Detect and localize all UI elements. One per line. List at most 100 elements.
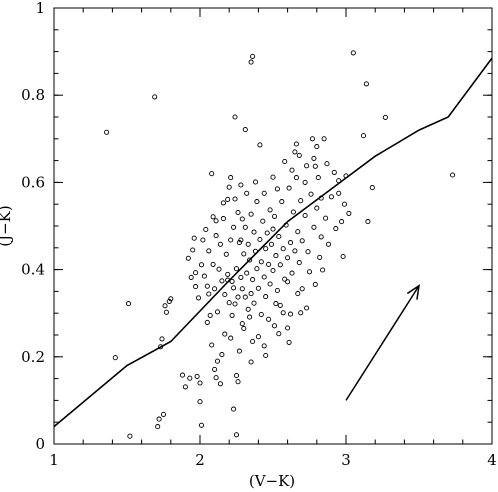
data-point <box>206 291 212 297</box>
data-point <box>238 237 244 243</box>
data-point <box>212 366 218 372</box>
data-point <box>225 271 231 277</box>
data-point <box>185 255 191 261</box>
data-point <box>257 236 263 243</box>
data-point <box>231 224 237 230</box>
data-point <box>198 422 205 428</box>
data-point <box>209 342 215 348</box>
data-point <box>250 338 256 345</box>
data-point <box>236 348 242 354</box>
data-point <box>231 406 237 412</box>
data-point <box>257 142 263 148</box>
data-point <box>318 234 324 240</box>
data-point <box>258 259 264 265</box>
data-point <box>222 331 228 337</box>
data-point <box>182 384 188 390</box>
data-point <box>270 174 276 180</box>
y-tick-label: 1 <box>35 0 45 17</box>
data-point <box>229 312 235 318</box>
data-point <box>232 114 238 120</box>
data-point <box>293 175 299 181</box>
data-point <box>280 310 286 316</box>
x-tick-label: 1 <box>49 451 59 469</box>
data-point <box>232 301 238 307</box>
data-point <box>216 266 222 272</box>
data-point <box>252 179 259 185</box>
data-point <box>245 241 251 247</box>
data-point <box>207 312 213 318</box>
data-point <box>317 254 323 260</box>
data-point <box>213 218 219 224</box>
data-point <box>162 303 168 309</box>
data-point <box>255 334 261 340</box>
data-point <box>193 270 199 276</box>
data-point <box>287 240 294 246</box>
data-point <box>248 291 254 297</box>
data-point <box>271 323 278 329</box>
plot-border <box>53 7 493 445</box>
plot-frame <box>53 7 493 445</box>
data-point <box>309 136 315 142</box>
data-point <box>276 233 282 240</box>
data-point <box>293 141 299 147</box>
data-point <box>217 241 223 247</box>
data-point <box>242 294 248 300</box>
data-point <box>266 316 272 322</box>
axis-ticks <box>53 7 493 445</box>
data-point <box>287 311 294 317</box>
data-point <box>250 277 256 283</box>
data-point <box>273 253 279 259</box>
data-point <box>276 331 282 337</box>
data-point <box>302 179 308 185</box>
data-point <box>225 196 231 202</box>
y-tick-label: 0 <box>35 435 45 453</box>
data-point <box>213 375 219 381</box>
model-line-path <box>53 57 493 428</box>
data-point <box>127 433 133 439</box>
data-point <box>299 286 305 292</box>
data-point <box>244 270 250 276</box>
data-point <box>260 218 266 224</box>
data-point <box>241 325 247 332</box>
data-point <box>325 241 332 247</box>
data-point <box>339 219 345 225</box>
x-tick-label: 4 <box>487 451 497 469</box>
scatter-points <box>104 50 456 439</box>
data-point <box>266 261 272 267</box>
data-point <box>270 226 276 232</box>
x-tick-label: 3 <box>341 451 351 469</box>
data-point <box>217 381 223 387</box>
data-point <box>247 314 253 320</box>
data-point <box>125 301 132 307</box>
data-point <box>248 59 254 65</box>
data-point <box>261 190 267 196</box>
data-point <box>155 424 161 430</box>
data-point <box>239 286 245 292</box>
data-point <box>212 286 218 292</box>
data-point <box>226 300 232 306</box>
data-point <box>238 182 244 188</box>
data-point <box>312 281 318 287</box>
data-point <box>228 237 234 243</box>
data-point <box>323 215 329 221</box>
data-point <box>295 229 301 235</box>
data-point <box>333 226 339 232</box>
data-point <box>286 339 292 345</box>
data-point <box>302 212 308 219</box>
data-point <box>244 190 250 196</box>
data-point <box>214 309 221 315</box>
data-point <box>277 302 283 308</box>
data-point <box>280 246 286 252</box>
data-point <box>450 172 456 178</box>
data-point <box>187 375 193 381</box>
arrow-shaft <box>345 285 420 401</box>
data-point <box>248 359 254 365</box>
data-point <box>298 310 304 316</box>
data-point <box>331 169 337 175</box>
data-point <box>112 355 118 361</box>
data-point <box>210 214 216 220</box>
data-point <box>204 319 210 325</box>
data-point <box>247 257 253 263</box>
